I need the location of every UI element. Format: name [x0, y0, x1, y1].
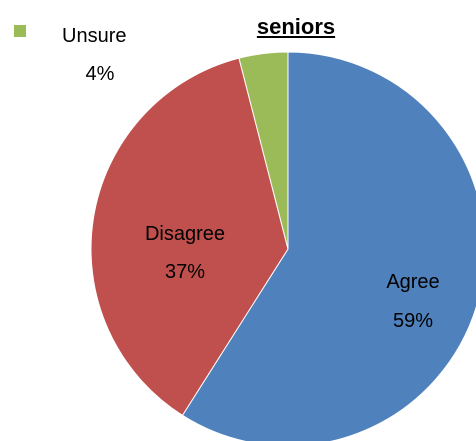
slice-marker-unsure — [14, 25, 26, 37]
slice-value-label: 37% — [165, 261, 205, 283]
slice-value-label: 4% — [86, 63, 115, 85]
pie-slices — [90, 51, 476, 441]
slice-value-label: 59% — [393, 310, 433, 332]
slice-name-label: Unsure — [62, 25, 126, 47]
slice-labels: Agree 59% Disagree 37% Unsure 4% — [62, 25, 440, 332]
slice-name-label: Disagree — [145, 223, 225, 245]
pie-slice-disagree — [90, 57, 289, 417]
slice-marker-group — [14, 25, 26, 37]
chart-title: seniors — [256, 14, 336, 39]
slice-name-label: Agree — [386, 271, 439, 293]
pie-slice-unsure — [238, 51, 289, 250]
pie-slice-agree — [181, 51, 476, 441]
